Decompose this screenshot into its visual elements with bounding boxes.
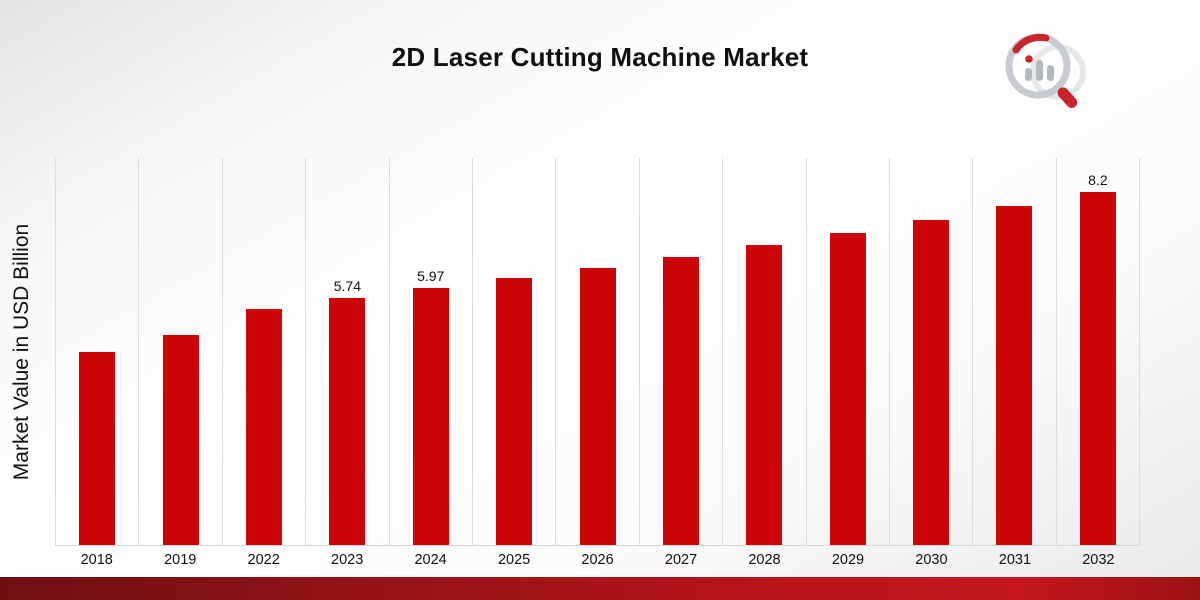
x-tick-label: 2018 bbox=[80, 552, 113, 568]
x-tick-label: 2030 bbox=[915, 552, 948, 568]
bar-2030 bbox=[913, 220, 950, 545]
x-tick-label: 2029 bbox=[831, 552, 865, 568]
x-tick-label: 2032 bbox=[1082, 552, 1115, 568]
magnifier-bar-chart-icon bbox=[1005, 33, 1086, 108]
bar-column: 5.97 bbox=[388, 158, 472, 545]
bottom-red-band bbox=[0, 577, 1200, 600]
x-tick-label: 2031 bbox=[998, 552, 1032, 568]
bar-2019 bbox=[162, 335, 199, 545]
bar-column bbox=[221, 158, 305, 545]
x-axis: 2018 2019 2022 2023 2024 2025 2026 2027 2028 2029… bbox=[55, 552, 1140, 568]
x-tick-label: 2019 bbox=[164, 552, 197, 568]
bar-column bbox=[555, 158, 638, 545]
bar-column bbox=[55, 158, 138, 545]
bar-2018 bbox=[79, 351, 116, 545]
bar-column bbox=[638, 158, 722, 545]
bar-column bbox=[138, 158, 221, 545]
y-axis-label: Market Value in USD Billion bbox=[10, 223, 33, 481]
chart-title: 2D Laser Cutting Machine Market bbox=[391, 42, 809, 72]
bar-2032 bbox=[1079, 192, 1116, 545]
x-tick-label: 2024 bbox=[414, 552, 447, 568]
x-tick-label: 2022 bbox=[247, 552, 280, 568]
bar-column bbox=[972, 158, 1055, 545]
bar-2025 bbox=[496, 278, 533, 545]
plot-area: 5.74 5.97 8.2 bbox=[55, 158, 1141, 546]
bar-column: 5.74 bbox=[305, 158, 388, 545]
x-tick-label: 2025 bbox=[497, 552, 531, 568]
x-tick-label: 2028 bbox=[748, 552, 781, 568]
x-tick-label: 2023 bbox=[331, 552, 364, 568]
bar-column: 8.2 bbox=[1055, 158, 1141, 545]
x-tick-label: 2027 bbox=[664, 552, 698, 568]
bar-column bbox=[805, 158, 889, 545]
bar-chart: 5.74 5.97 8.2 2018 2019 2022 2023 2024 2025 2026… bbox=[55, 158, 1141, 568]
x-tick-label: 2026 bbox=[581, 552, 614, 568]
bar-value-label: 8.2 bbox=[1088, 172, 1108, 189]
bar-value-label: 5.97 bbox=[417, 268, 445, 285]
bar-2024 bbox=[412, 288, 449, 545]
bar-column bbox=[471, 158, 555, 545]
bar-2031 bbox=[996, 206, 1033, 545]
bar-2026 bbox=[579, 267, 616, 545]
bar-value-label: 5.74 bbox=[333, 278, 361, 295]
bar-2023 bbox=[329, 298, 366, 545]
brand-logo-icon bbox=[996, 26, 1092, 110]
bar-2029 bbox=[829, 233, 866, 545]
bar-column bbox=[888, 158, 972, 545]
bar-2028 bbox=[746, 245, 783, 545]
bar-column bbox=[722, 158, 805, 545]
bar-2022 bbox=[245, 308, 282, 545]
bar-2027 bbox=[662, 256, 699, 545]
